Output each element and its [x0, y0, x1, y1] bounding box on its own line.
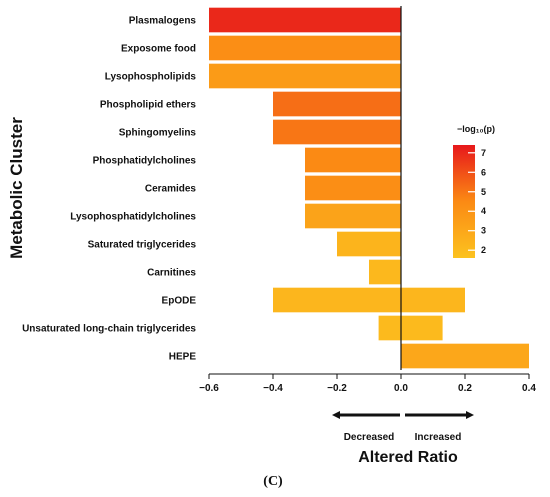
bar	[273, 119, 401, 145]
x-tick-label: −0.4	[263, 383, 283, 394]
legend-title: −log₁₀(p)	[457, 124, 495, 134]
category-label: Carnitines	[147, 268, 196, 279]
legend-tick-label: 3	[481, 226, 486, 236]
color-legend: −log₁₀(p) 2 3 4 5 6 7	[453, 124, 495, 258]
category-label: Plasmalogens	[129, 16, 197, 27]
panel-label: (C)	[263, 474, 283, 489]
bar	[209, 35, 401, 61]
bar	[273, 287, 401, 313]
y-axis-title: Metabolic Cluster	[7, 117, 26, 259]
bar	[305, 175, 401, 201]
bar	[209, 7, 401, 33]
category-label: Lysophosphatidylcholines	[70, 212, 196, 223]
legend-tick-label: 5	[481, 187, 486, 197]
decreased-label: Decreased	[344, 432, 395, 443]
legend-ticks: 2 3 4 5 6 7	[468, 148, 486, 255]
category-label: Ceramides	[145, 184, 197, 195]
legend-colorbar	[453, 145, 475, 258]
x-tick-label: −0.2	[327, 383, 347, 394]
legend-tick-label: 7	[481, 148, 486, 158]
legend-tick-label: 6	[481, 167, 486, 177]
legend-tick-label: 2	[481, 245, 486, 255]
bar	[209, 63, 401, 89]
x-tick-label: 0.2	[458, 383, 472, 394]
x-axis-title: Altered Ratio	[358, 449, 458, 466]
x-tick-label: 0.4	[522, 383, 536, 394]
x-tick-label: 0.0	[394, 383, 408, 394]
increased-label: Increased	[415, 432, 462, 443]
bar	[378, 315, 401, 341]
bar	[337, 231, 401, 257]
category-label: Unsaturated long-chain triglycerides	[22, 324, 196, 335]
category-labels: Plasmalogens Exposome food Lysophospholipi…	[22, 16, 196, 363]
bar	[401, 287, 465, 313]
bar	[401, 343, 529, 369]
category-label: Lysophospholipids	[105, 72, 197, 83]
category-label: EpODE	[162, 296, 197, 307]
x-ticks: −0.6 −0.4 −0.2 0.0 0.2 0.4	[199, 374, 536, 394]
bar	[401, 315, 443, 341]
category-label: Sphingomyelins	[119, 128, 197, 139]
x-tick-label: −0.6	[199, 383, 219, 394]
bars-group	[209, 7, 529, 369]
category-label: Phospholipid ethers	[100, 100, 197, 111]
bar	[305, 203, 401, 229]
category-label: Saturated triglycerides	[88, 240, 197, 251]
bar	[369, 259, 401, 285]
bar	[273, 91, 401, 117]
bar	[305, 147, 401, 173]
category-label: Exposome food	[121, 44, 196, 55]
category-label: HEPE	[169, 352, 197, 363]
category-label: Phosphatidylcholines	[93, 156, 197, 167]
legend-tick-label: 4	[481, 206, 486, 216]
